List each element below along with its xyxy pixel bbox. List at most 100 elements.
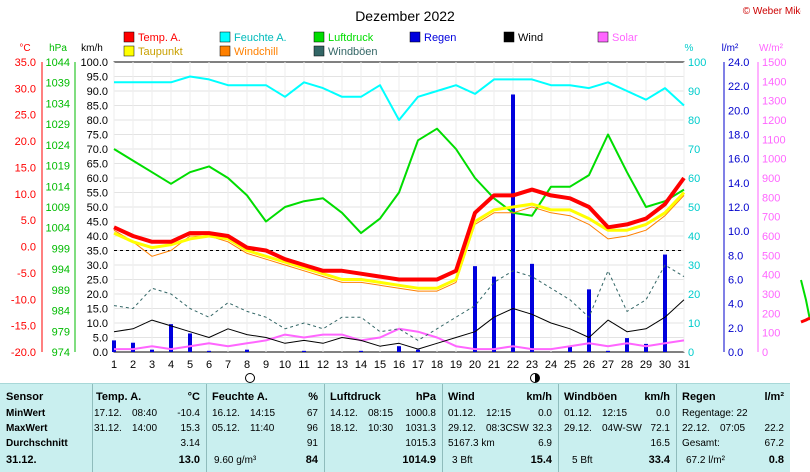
temp-tick-label: -5.0: [17, 268, 36, 280]
hpa-tick-label: 1004: [46, 223, 70, 235]
x-tick-label: 10: [279, 359, 291, 371]
rain-tick-label: 8.0: [728, 250, 743, 262]
solar-tick-label: 300: [762, 289, 780, 301]
stats-pressure-column: Luftdruck hPa 14.12. 08:15 1000.8 18.12. 10:…: [324, 384, 443, 472]
solar-tick-label: 900: [762, 173, 780, 185]
kmh-tick-label: 40.0: [87, 231, 108, 243]
temp-max-value: 15.3: [180, 423, 200, 434]
hpa-tick-label: 999: [52, 243, 70, 255]
temp-tick-label: -15.0: [11, 321, 36, 333]
solar-tick-label: 700: [762, 212, 780, 224]
gusts-current-value: 33.4: [648, 454, 670, 466]
kmh-tick-label: 50.0: [87, 202, 108, 214]
x-tick-label: 25: [564, 359, 576, 371]
x-tick-label: 9: [263, 359, 269, 371]
temp-tick-label: 0.0: [21, 242, 36, 254]
solar-tick-label: 600: [762, 231, 780, 243]
temp-tick-label: 10.0: [15, 189, 36, 201]
stats-rain-column: Regen l/m² Regentage: 22 22.12. 07:05 22.2 …: [676, 384, 790, 472]
pressure-max-date: 18.12.: [330, 423, 358, 434]
series-solar-line: [114, 327, 685, 351]
hpa-tick-label: 1014: [46, 181, 70, 193]
sensor-header: Sensor: [6, 391, 44, 403]
stats-wind-column: Wind km/h 01.12. 12:15 0.0 29.12. 08:3CSW 32.…: [442, 384, 559, 472]
kmh-tick-label: 15.0: [87, 304, 108, 316]
series-windb-en-line: [113, 264, 685, 341]
pressure-max-time: 10:30: [368, 423, 394, 434]
humidity-min-date: 16.12.: [212, 408, 240, 419]
stats-panel: Sensor MinWert MaxWert Durchschnitt 31.1…: [0, 383, 790, 472]
humidity-max-time: 11:40: [250, 423, 275, 434]
temp-min-time: 08:40: [132, 408, 158, 419]
rain-header: Regen: [682, 391, 716, 403]
temp-tick-label: -10.0: [11, 294, 36, 306]
temp-unit: °C: [187, 391, 200, 403]
legend-label: Taupunkt: [138, 46, 183, 58]
temp-avg-value: 3.14: [180, 438, 200, 449]
pct-tick-label: 90: [688, 86, 700, 98]
solar-tick-label: 200: [762, 308, 780, 320]
rain-bar: [150, 349, 154, 352]
temp-tick-label: 30.0: [15, 83, 36, 95]
pct-unit-label: %: [685, 43, 694, 54]
rain-tick-label: 24.0: [728, 57, 749, 69]
rain-unit-label: l/m²: [722, 43, 739, 54]
temp-current-value: 13.0: [178, 454, 200, 466]
wind-beaufort: 3 Bft: [452, 455, 473, 466]
legend-swatch: [313, 45, 325, 57]
pct-tick-label: 100: [688, 57, 706, 69]
clipped-panel: [801, 0, 810, 383]
kmh-tick-label: 100.0: [80, 57, 108, 69]
hpa-tick-label: 989: [52, 285, 70, 297]
x-tick-label: 27: [602, 359, 614, 371]
x-tick-label: 21: [488, 359, 500, 371]
stats-gusts-column: Windböen km/h 01.12. 12:15 0.0 29.12. 04W-SW…: [558, 384, 677, 472]
hpa-tick-label: 1009: [46, 202, 70, 214]
humidity-current-value: 84: [305, 454, 318, 466]
x-tick-label: 11: [298, 359, 309, 371]
wind-avg-value: 6.9: [538, 438, 552, 449]
legend-swatch: [409, 31, 421, 43]
x-tick-label: 2: [130, 359, 136, 371]
rain-days: Regentage: 22: [682, 408, 748, 419]
gusts-min-time: 12:15: [602, 408, 628, 419]
rain-month-total: 67.2 l/m²: [686, 455, 725, 466]
solar-tick-label: 500: [762, 250, 780, 262]
gusts-unit: km/h: [644, 391, 670, 403]
temp-header: Temp. A.: [96, 391, 142, 403]
temp-tick-label: 5.0: [21, 215, 36, 227]
x-tick-label: 12: [317, 359, 329, 371]
humidity-absolute: 9.60 g/m³: [214, 455, 257, 466]
kmh-tick-label: 0.0: [93, 347, 108, 359]
humidity-header: Feuchte A.: [212, 391, 268, 403]
kmh-tick-label: 70.0: [87, 144, 108, 156]
rain-bar: [112, 340, 116, 352]
rain-tick-label: 0.0: [728, 347, 743, 359]
hpa-tick-label: 1029: [46, 119, 70, 131]
series-wind-line: [113, 299, 685, 350]
solar-tick-label: 1200: [762, 115, 786, 127]
gusts-beaufort: 5 Bft: [572, 455, 593, 466]
temp-unit-label: °C: [19, 43, 30, 54]
pct-tick-label: 40: [688, 231, 700, 243]
rain-max-time: 07:05: [720, 423, 746, 434]
x-tick-label: 14: [355, 359, 367, 371]
x-tick-label: 7: [225, 359, 231, 371]
wind-header: Wind: [448, 391, 475, 403]
legend-label: Solar: [612, 32, 638, 44]
temp-min-date: 17.12.: [94, 408, 122, 419]
rain-tick-label: 6.0: [728, 275, 743, 287]
x-tick-label: 24: [545, 359, 557, 371]
legend-label: Windböen: [328, 46, 378, 58]
humidity-max-value: 96: [306, 423, 318, 434]
legend-swatch: [597, 31, 609, 43]
pct-tick-label: 70: [688, 144, 700, 156]
solar-tick-label: 100: [762, 328, 780, 340]
temp-tick-label: 35.0: [15, 57, 36, 69]
legend-label: Luftdruck: [328, 32, 374, 44]
rain-bar: [473, 266, 477, 352]
legend-label: Feuchte A.: [234, 32, 287, 44]
kmh-tick-label: 10.0: [87, 318, 108, 330]
full-moon-icon: [245, 373, 255, 383]
pressure-min-date: 14.12.: [330, 408, 358, 419]
